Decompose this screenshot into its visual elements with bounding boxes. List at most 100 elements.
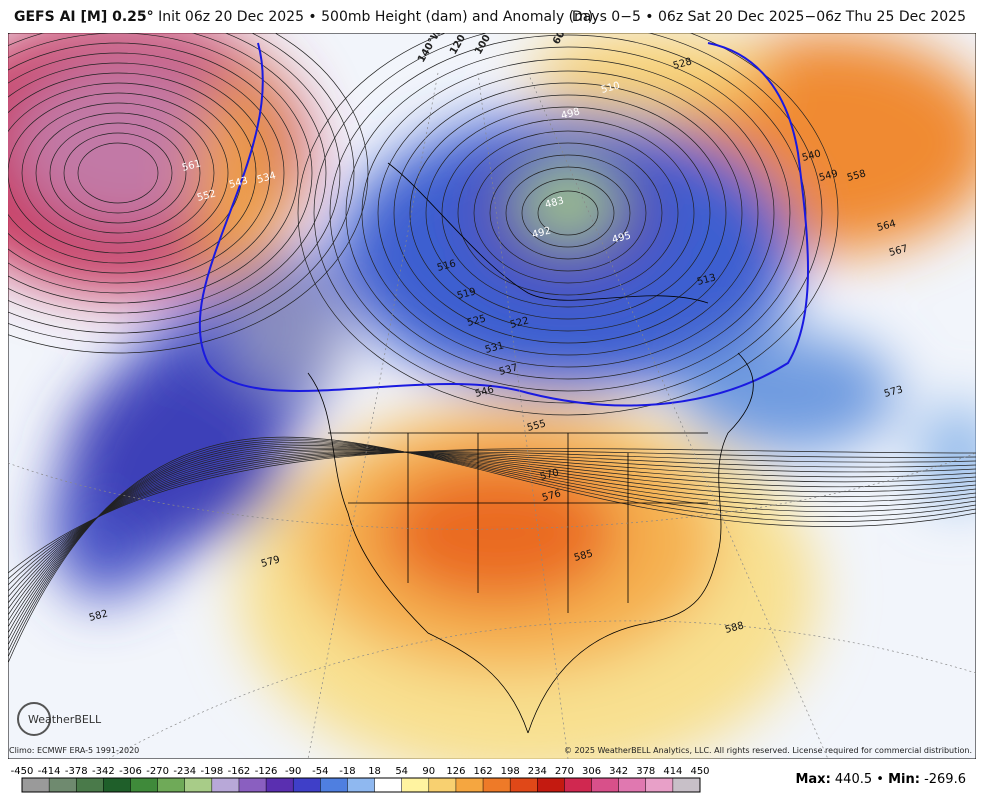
climo: Climo: ECMWF ERA-5 1991-2020 [9,746,140,755]
colorbar-tick-label: -414 [38,766,61,777]
colorbar-tick-label: 450 [690,766,709,777]
contour-label: 519 [456,286,477,302]
contour [8,33,341,334]
contour-label: 546 [474,384,495,400]
contour [409,94,727,332]
colorbar-tick-label: 342 [609,766,628,777]
copyright: © 2025 WeatherBELL Analytics, LLC. All r… [564,746,972,755]
contour [8,82,243,264]
colorbar-bin [184,778,213,792]
contour [8,33,327,324]
contour [8,62,271,284]
colorbar-bin [618,778,647,792]
contour-label: 516 [436,258,457,274]
colorbar-tick-label: -306 [119,766,142,777]
colorbar-tick-label: -198 [200,766,223,777]
contour [505,166,631,260]
contour-label: 558 [846,168,867,184]
contour [521,178,615,248]
colorbar-bin [320,778,348,792]
colorbar-tick-label: 378 [636,766,655,777]
contour-label: 498 [560,106,581,122]
coastlines [307,162,754,734]
colorbar-bin [347,778,376,792]
colorbar-tick-label: 414 [663,766,682,777]
colorbar-tick-label: 18 [368,766,381,777]
contour [8,92,229,254]
colorbar-bin [157,778,186,792]
colorbar-bin [293,778,321,792]
colorbar-tick-label: -234 [173,766,196,777]
colorbar-bin [76,778,104,792]
contour [8,436,976,664]
colorbar-tick-label: -450 [11,766,34,777]
colorbar-bin [510,778,538,792]
contour-label: 552 [196,188,217,204]
colorbar-bin [238,778,267,792]
colorbar-bin [49,778,77,792]
colorbar-bin [455,778,484,792]
contour [329,34,807,392]
contour [537,190,599,236]
contour-label: 549 [818,168,839,184]
contour-label: 570 [539,467,560,483]
colorbar-bin [564,778,593,792]
max-label: Max: [795,772,831,787]
contour-label: 531 [484,340,505,356]
contour-label: 537 [498,362,519,378]
contour [457,130,679,296]
contour-label: 513 [696,272,717,288]
colorbar-tick-label: -18 [339,766,355,777]
contour-label: 483 [544,195,565,211]
contour-label: 510 [600,80,621,96]
contour [377,70,759,356]
contour-label: 534 [256,170,277,186]
contour [473,142,663,284]
contour-label: 543 [228,175,249,191]
contour [63,132,173,214]
colorbar-tick-label: -342 [92,766,115,777]
contour-label: 573 [883,384,904,400]
colorbar-bin [22,778,50,792]
colorbar-tick-label: -54 [312,766,328,777]
model: GEFS AI [M] 0.25° [14,9,154,25]
contour [8,33,313,314]
contour [8,33,369,354]
colorbar-bin [130,778,159,792]
contour-label: 528 [672,56,693,72]
colorbar-tick-label: -126 [255,766,278,777]
min-label: Min: [888,772,920,787]
colorbar-tick-label: 198 [501,766,520,777]
contour-label: 522 [509,315,530,331]
colorbar-bin [428,778,457,792]
colorbar-bin [374,778,403,792]
contour-label: 525 [466,313,487,329]
540-contour [198,42,809,407]
graticule [8,72,976,759]
contour [425,106,711,320]
colorbar-tick-label: 162 [473,766,492,777]
description: Init 06z 20 Dec 2025 • 500mb Height (dam… [158,9,594,25]
colorbar-bin [483,778,511,792]
contour [345,46,791,380]
colorbar-bin [591,778,620,792]
contour [8,72,257,274]
min-value: -269.6 [924,772,966,787]
contour [8,33,355,344]
colorbar: -450 -414 -378 -342 -306 -270 -234 -198 -162 -126… [11,766,710,793]
contour-label: 576 [541,488,562,504]
colorbar-bin [672,778,701,792]
colorbar-bin [211,778,240,792]
contour-label: 582 [88,608,109,624]
colorbar-tick-label: 54 [395,766,408,777]
colorbar-tick-label: -162 [228,766,251,777]
colorbar-tick-label: 234 [528,766,547,777]
stats: Max: 440.5 • Min: -269.6 [795,772,966,787]
contour [35,112,201,234]
contour [297,33,839,416]
contour-label: 495 [611,230,632,246]
contour-label: 492 [531,225,552,241]
colorbar-tick-label: -378 [65,766,88,777]
